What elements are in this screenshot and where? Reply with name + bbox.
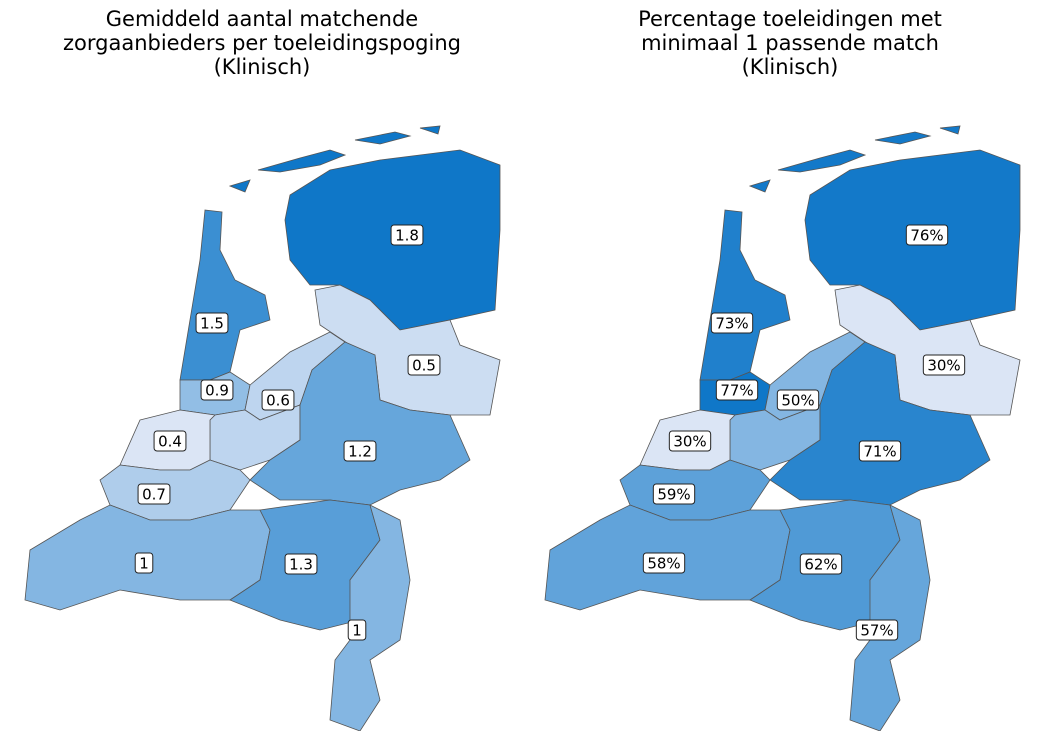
value-label-box — [799, 553, 843, 575]
value-label-box — [922, 354, 966, 376]
value-label: 1 — [352, 622, 362, 640]
region — [939, 125, 961, 135]
value-label: 30% — [673, 433, 706, 451]
region — [419, 125, 441, 135]
region — [874, 131, 932, 145]
value-label: 0.9 — [205, 382, 229, 400]
region — [249, 341, 471, 506]
value-label: 1.8 — [395, 227, 419, 245]
value-label: 59% — [657, 486, 690, 504]
map-title: (Klinisch) — [214, 55, 311, 79]
region — [354, 131, 412, 145]
value-label: 76% — [910, 227, 943, 245]
value-label: 62% — [804, 556, 837, 574]
region — [699, 209, 791, 381]
map-title: Gemiddeld aantal matchende — [106, 7, 418, 31]
map-title: Percentage toeleidingen met — [638, 7, 942, 31]
value-label-box — [200, 379, 234, 401]
map-title: (Klinisch) — [742, 55, 839, 79]
value-label-box — [855, 619, 899, 641]
value-label-box — [710, 312, 754, 334]
value-label-box — [642, 552, 686, 574]
value-label-box — [343, 440, 377, 462]
value-label-box — [390, 224, 424, 246]
value-label: 1 — [139, 555, 149, 573]
region — [777, 149, 867, 173]
map-panel: Gemiddeld aantal matchendezorgaanbieders… — [24, 7, 501, 731]
region — [769, 341, 991, 506]
value-label: 58% — [647, 555, 680, 573]
value-label: 0.4 — [158, 433, 182, 451]
region — [849, 504, 931, 731]
value-label-box — [195, 312, 229, 334]
value-label: 0.7 — [142, 486, 166, 504]
value-label: 77% — [720, 382, 753, 400]
value-label-box — [715, 379, 759, 401]
map-title: zorgaanbieders per toeleidingspoging — [63, 31, 461, 55]
value-label: 71% — [863, 443, 896, 461]
value-label-box — [261, 389, 295, 411]
region — [257, 149, 347, 173]
value-label: 0.6 — [266, 392, 290, 410]
value-label-box — [284, 553, 318, 575]
value-label-box — [153, 430, 187, 452]
value-label: 57% — [860, 622, 893, 640]
value-label: 0.5 — [412, 357, 436, 375]
value-label-box — [347, 619, 367, 641]
value-label: 1.2 — [348, 443, 372, 461]
region — [329, 504, 411, 731]
value-label: 1.3 — [289, 556, 313, 574]
value-label-box — [905, 224, 949, 246]
value-label-box — [134, 552, 154, 574]
value-label-box — [137, 483, 171, 505]
value-label-box — [776, 389, 820, 411]
value-label-box — [652, 483, 696, 505]
value-label: 73% — [715, 315, 748, 333]
region — [228, 179, 251, 193]
value-label-box — [858, 440, 902, 462]
value-label: 1.5 — [200, 315, 224, 333]
value-label-box — [407, 354, 441, 376]
region — [748, 179, 771, 193]
region — [99, 459, 251, 521]
map-title: minimaal 1 passende match — [641, 31, 939, 55]
value-label: 30% — [927, 357, 960, 375]
value-label: 50% — [781, 392, 814, 410]
region — [179, 209, 271, 381]
value-label-box — [668, 430, 712, 452]
